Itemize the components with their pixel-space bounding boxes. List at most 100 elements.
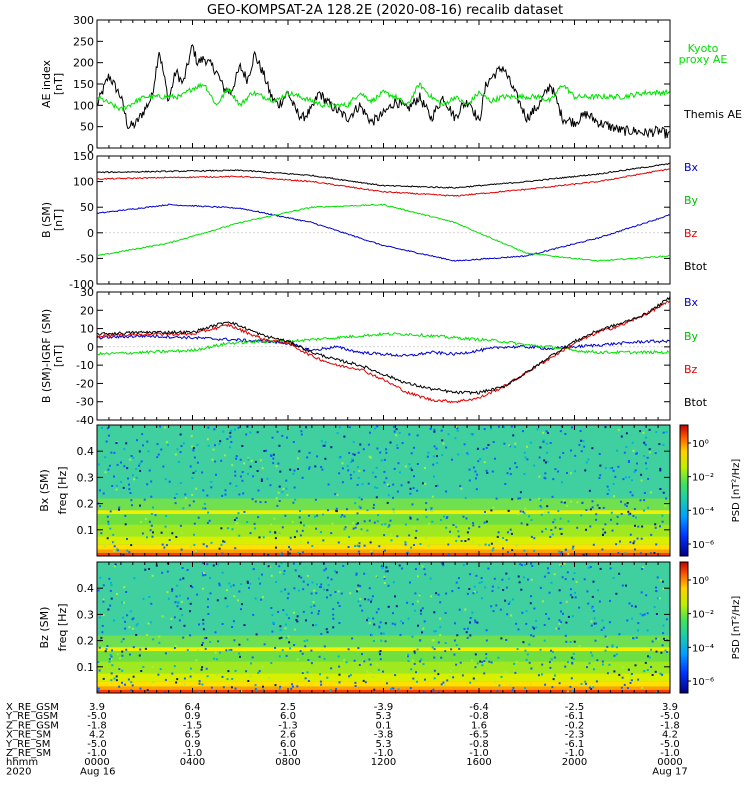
y-tick-label: 0.4 [77,445,95,458]
series-line-by [97,203,670,262]
colorbar-tick-label: 10⁻⁴ [692,506,714,517]
y-axis-unit: [nT] [52,345,65,367]
ephem-value: -1.0 [183,748,203,759]
bz-spectrogram: 0.1 0.2 0.3 0.4 Bz (SM) freq [Hz] 10⁰ 10⁻² 10⁻⁴ 1… [38,561,742,694]
y-tick-label: 0 [87,142,94,155]
ephem-value: -1.0 [660,748,680,759]
ephem-value: -6.1 [565,739,585,750]
ephem-value: 5.3 [376,711,392,722]
y-tick-label: -40 [76,414,94,427]
y-tick-label: 0.2 [77,635,95,648]
spectrogram-band [97,524,670,537]
spectrogram-band [97,562,670,636]
ephem-row-label: 2020 [6,766,31,777]
series-line-bz [97,300,670,404]
series-line-kyoto-proxy-ae [97,81,670,112]
series-line-bx [97,203,670,262]
ephem-value: 1600 [466,757,491,768]
legend-igrf-by: By [684,330,699,343]
ephem-value: -1.8 [660,720,680,731]
y-tick-label: 30 [80,286,94,299]
ephem-value: -0.8 [469,739,489,750]
legend-bsm-by: By [684,194,699,207]
ephem-value: -3.9 [374,702,394,713]
y-tick-label: 50 [80,121,94,134]
spectrogram-band [97,673,670,682]
ephem-row-label: X_RE_SM [6,730,51,741]
spectrogram-band [97,498,670,511]
ephem-value: 0800 [275,757,300,768]
ephem-value: -6.5 [469,730,489,741]
legend-kyoto: Kyoto [688,42,719,55]
ephem-value: 0400 [180,757,205,768]
ephem-value: 2000 [562,757,587,768]
y-tick-label: 0.1 [77,524,95,537]
spectrogram-band [97,536,670,545]
figure-title: GEO-KOMPSAT-2A 128.2E (2020-08-16) recal… [207,3,563,18]
ephem-value: 0000 [84,757,109,768]
colorbar-tick-label: 10⁰ [692,576,709,587]
ephem-value: -1.0 [87,748,107,759]
ephem-value: 4.2 [89,730,105,741]
y-tick-label: 250 [73,35,94,48]
ephem-value: 1.6 [471,720,487,731]
y-tick-label: 50 [80,201,94,214]
ephem-row-label: hhmm [6,757,38,768]
ephem-value: Aug 16 [80,766,115,777]
spectrogram-band [97,647,670,652]
series-line-btot [97,296,670,396]
ephem-value: 3.9 [662,702,678,713]
y-tick-label: 0.3 [77,608,95,621]
colorbar [679,561,689,694]
spectrogram-band [97,510,670,515]
spectrogram-band [97,544,670,550]
y-tick-label: 0 [87,341,94,354]
spectrogram-band [97,681,670,687]
legend-proxy-ae: proxy AE [679,53,728,66]
y-tick-label: -20 [76,377,94,390]
colorbar-label: PSD [nT²/Hz] [731,596,742,660]
ephem-value: 2.5 [280,702,296,713]
legend-igrf-bx: Bx [684,296,699,309]
spectrogram-band [97,635,670,648]
ae-panel: 0 50 100 150 200 250 300 AE index [nT] [40,14,671,155]
ephem-value: 6.5 [185,730,201,741]
y-tick-label: 150 [73,150,94,163]
ephem-value: -5.0 [660,739,680,750]
y-tick-label: 200 [73,57,94,70]
ephem-value: -1.0 [374,748,394,759]
y-tick-label: 300 [73,14,94,27]
ephem-row-label: X_RE_GSM [6,702,59,713]
ephem-value: 3.9 [89,702,105,713]
ephem-value: -6.1 [565,711,585,722]
series-line-bz [97,167,670,197]
spectrogram-noise [97,562,669,693]
colorbar-tick-label: 10⁻⁶ [692,540,714,551]
ephem-value: -1.5 [183,720,203,731]
colorbar-tick-label: 10⁰ [692,439,709,450]
ephem-value: -3.8 [374,730,394,741]
ephem-value: -0.2 [565,720,585,731]
ephem-value: -2.5 [565,702,585,713]
colorbar [679,424,689,557]
y-tick-label: -100 [69,278,94,291]
y-tick-label: 150 [73,78,94,91]
legend-igrf-bz: Bz [684,363,698,376]
ephem-value: -5.0 [660,711,680,722]
y-axis-label: B (SM)-IGRF (SM) [40,309,53,403]
y-tick-label: -10 [76,359,94,372]
ephem-row-label: Y_RE_GSM [5,711,58,722]
spectrogram-band [97,514,670,525]
ephem-value: 6.0 [280,711,296,722]
y-tick-label: 0.1 [77,661,95,674]
colorbar-tick-label: 10⁻⁶ [692,677,714,688]
ephemeris-table: X_RE_GSMY_RE_GSMZ_RE_GSMX_RE_SMY_RE_SMZ_… [5,702,688,777]
ephem-value: 6.0 [280,739,296,750]
colorbar-tick-label: 10⁻² [692,610,714,621]
ephem-value: 6.4 [185,702,201,713]
ephem-value: -1.0 [469,748,489,759]
legend-bsm-bz: Bz [684,227,698,240]
y-tick-label: -50 [76,252,94,265]
legend-bsm-btot: Btot [684,260,708,273]
ephem-value: -6.4 [469,702,489,713]
